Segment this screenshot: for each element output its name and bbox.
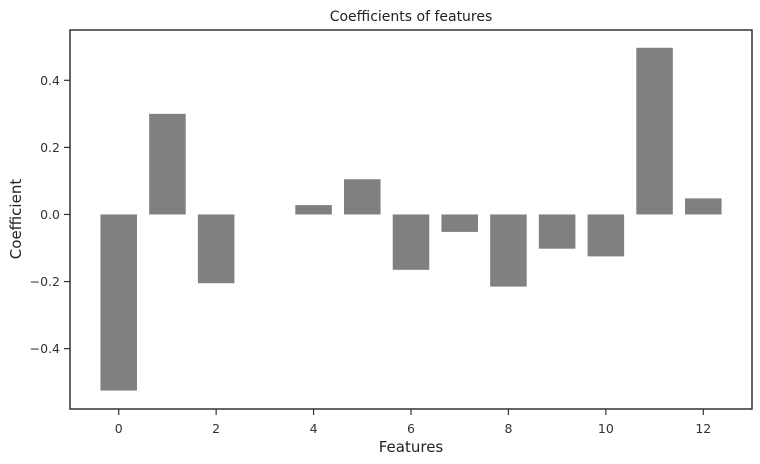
bar-feature-1 — [149, 113, 186, 215]
bar-feature-11 — [636, 47, 673, 215]
y-tick-label: 0.4 — [40, 73, 60, 88]
bar-feature-6 — [392, 214, 430, 270]
bar-feature-4 — [295, 205, 332, 215]
y-tick-label: −0.4 — [30, 341, 60, 356]
x-tick-label: 6 — [407, 421, 415, 436]
chart-title: Coefficients of features — [330, 9, 493, 25]
bar-feature-5 — [344, 179, 381, 215]
bar-feature-8 — [490, 214, 527, 287]
y-axis-ticks: −0.4 −0.2 0.0 0.2 0.4 — [30, 73, 70, 356]
x-tick-label: 10 — [598, 421, 614, 436]
y-axis-label: Coefficient — [7, 179, 25, 260]
x-tick-label: 0 — [115, 421, 123, 436]
y-tick-label: −0.2 — [30, 274, 60, 289]
x-axis-ticks: 0 2 4 6 8 10 12 — [115, 409, 711, 436]
x-tick-label: 8 — [504, 421, 512, 436]
y-tick-label: 0.0 — [40, 207, 60, 222]
y-tick-label: 0.2 — [40, 140, 60, 155]
x-tick-label: 4 — [310, 421, 318, 436]
x-axis-label: Features — [379, 438, 444, 456]
bar-feature-9 — [538, 214, 576, 249]
x-tick-label: 12 — [695, 421, 711, 436]
bar-feature-2 — [197, 214, 235, 284]
bar-feature-7 — [441, 214, 478, 232]
bars-group — [100, 47, 722, 391]
bar-feature-0 — [100, 214, 137, 391]
x-tick-label: 2 — [212, 421, 220, 436]
bar-feature-10 — [587, 214, 625, 257]
bar-feature-12 — [685, 198, 722, 215]
